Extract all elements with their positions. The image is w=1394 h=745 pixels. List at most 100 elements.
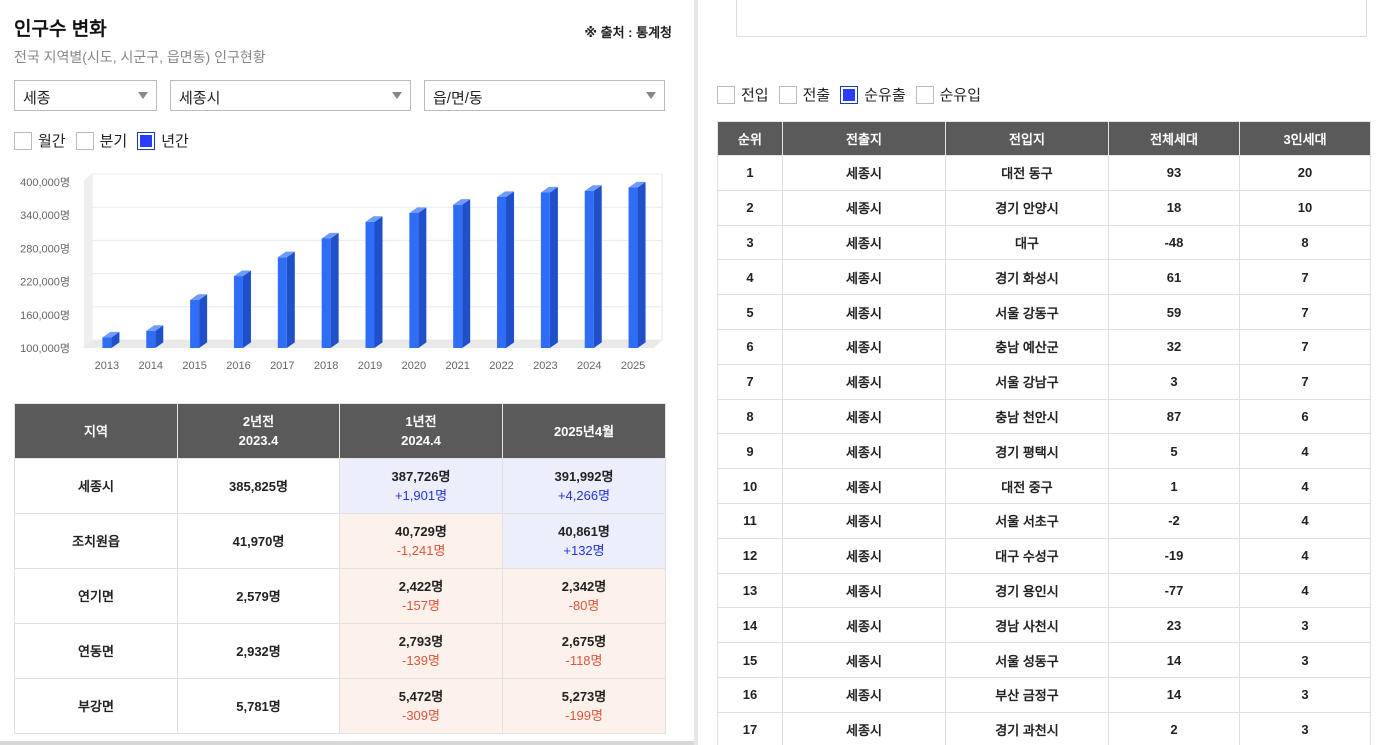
chart-bar-top	[453, 199, 471, 205]
region-cell: 연동면	[14, 623, 178, 679]
destination-cell: 대구 수성구	[945, 537, 1109, 574]
period-option-quarterly[interactable]: 분기	[75, 130, 127, 151]
origin-cell: 세종시	[782, 363, 946, 400]
destination-cell: 대전 중구	[945, 468, 1109, 504]
destination-cell: 경남 사천시	[945, 607, 1109, 644]
one-year-ago-cell: 387,726명 +1,901명	[339, 458, 503, 514]
destination-cell: 대구	[945, 224, 1109, 261]
column-header: 1년전 2024.4	[339, 403, 503, 459]
checkbox[interactable]	[75, 131, 94, 150]
total-households-cell: -77	[1108, 572, 1240, 609]
chart-bar-top	[321, 232, 339, 239]
origin-cell: 세종시	[782, 294, 946, 330]
current-cell: 391,992명 +4,266명	[502, 458, 666, 514]
change-value: -157명	[402, 598, 440, 613]
chart-bar	[497, 196, 507, 348]
top-content-box	[736, 0, 1367, 37]
population-bar-chart: 100,000명 160,000명 220,000명 280,000명 340,000명…	[20, 173, 663, 372]
sigungu-select[interactable]: 세종시	[170, 80, 411, 111]
rank-cell: 7	[717, 363, 783, 400]
destination-cell: 경기 안양시	[945, 189, 1109, 226]
total-households-cell: 93	[1108, 155, 1240, 191]
column-header: 2025년4월	[502, 403, 666, 459]
three-person-households-cell: 4	[1239, 468, 1371, 504]
x-tick-label: 2021	[445, 360, 469, 372]
sido-select[interactable]: 세종	[14, 80, 157, 111]
chart-bar	[584, 190, 594, 348]
chart-bar-side	[286, 251, 295, 348]
eupmyeondong-select[interactable]: 읍/면/동	[424, 80, 665, 111]
table-row: 10 세종시 대전 중구 1 4	[717, 468, 1371, 504]
checkbox-checked[interactable]	[840, 85, 859, 104]
sido-select-value: 세종	[23, 90, 51, 107]
three-person-households-cell: 4	[1239, 537, 1371, 574]
chart-bar-side	[549, 186, 558, 348]
checkbox[interactable]	[717, 85, 735, 104]
column-header: 3인세대	[1239, 121, 1371, 156]
x-tick-label: 2023	[533, 360, 557, 372]
region-cell: 부강면	[14, 678, 178, 734]
table-row: 14 세종시 경남 사천시 23 3	[717, 607, 1371, 644]
chart-bar	[190, 299, 200, 348]
chart-bar-top	[190, 294, 208, 300]
chart-bar-top	[497, 191, 515, 197]
gridline	[83, 206, 93, 216]
rank-cell: 11	[717, 502, 783, 539]
checkbox-checked[interactable]	[137, 131, 156, 150]
total-households-cell: 5	[1108, 433, 1240, 470]
total-households-cell: -48	[1108, 224, 1240, 261]
origin-cell: 세종시	[782, 502, 946, 539]
move-option-net-out[interactable]: 순유출	[840, 84, 906, 105]
chart-bar	[453, 204, 463, 348]
region-cell: 조치원읍	[14, 513, 178, 569]
checkbox[interactable]	[915, 85, 934, 104]
three-person-households-cell: 7	[1239, 363, 1371, 400]
rank-cell: 1	[717, 155, 783, 191]
one-year-ago-cell: 5,472명 -309명	[339, 678, 503, 734]
table-row: 1 세종시 대전 동구 93 20	[717, 155, 1371, 191]
source-note: ※ 출처 : 통계청	[584, 25, 672, 40]
chart-bar-side	[330, 232, 339, 348]
origin-cell: 세종시	[782, 537, 946, 574]
sigungu-select-value: 세종시	[179, 90, 221, 107]
horizontal-scrollbar[interactable]	[0, 741, 694, 745]
gridline	[83, 240, 93, 249]
population-table: 지역 2년전 2023.4 1년전 2024.4 2025년4월 세종시 385,82…	[14, 403, 666, 734]
origin-cell: 세종시	[782, 607, 946, 644]
move-option-net-in[interactable]: 순유입	[915, 84, 981, 105]
two-years-ago-cell: 41,970명	[177, 513, 340, 569]
current-cell: 2,342명 -80명	[502, 568, 666, 624]
table-row: 4 세종시 경기 화성시 61 7	[717, 259, 1371, 296]
move-option-out[interactable]: 전출	[778, 84, 830, 105]
table-row: 8 세종시 충남 천안시 87 6	[717, 398, 1371, 435]
x-tick-label: 2013	[95, 360, 119, 372]
x-tick-label: 2022	[489, 360, 513, 372]
eupmyeondong-select-value: 읍/면/동	[433, 90, 483, 107]
period-option-yearly[interactable]: 년간	[137, 130, 189, 151]
panel-divider[interactable]	[694, 0, 698, 745]
total-households-cell: 14	[1108, 676, 1240, 713]
move-option-in[interactable]: 전입	[717, 84, 769, 105]
table-row: 세종시 385,825명 387,726명 +1,901명 391,992명 +4,266…	[14, 458, 666, 514]
table-row: 7 세종시 서울 강남구 3 7	[717, 363, 1371, 400]
chevron-down-icon	[138, 92, 148, 99]
chart-bar	[146, 330, 156, 348]
destination-cell: 대전 동구	[945, 155, 1109, 191]
chart-bar-top	[628, 181, 646, 188]
chart-bar-side	[506, 191, 515, 348]
chart-bar-side	[374, 216, 383, 348]
checkbox[interactable]	[778, 85, 797, 104]
checkbox[interactable]	[14, 131, 32, 150]
three-person-households-cell: 3	[1239, 642, 1371, 678]
chart-bar-side	[242, 270, 251, 348]
change-value: -118명	[565, 653, 603, 668]
period-option-monthly[interactable]: 월간	[14, 130, 66, 151]
left-panel: 인구수 변화 ※ 출처 : 통계청 전국 지역별(시도, 시군구, 읍면동) 인…	[0, 0, 680, 745]
total-households-cell: 59	[1108, 294, 1240, 330]
origin-cell: 세종시	[782, 468, 946, 504]
chart-bar-side	[418, 207, 427, 348]
chart-bar-top	[584, 185, 602, 191]
x-tick-label: 2020	[402, 360, 426, 372]
current-cell: 2,675명 -118명	[502, 623, 666, 679]
x-tick-label: 2025	[621, 360, 645, 372]
